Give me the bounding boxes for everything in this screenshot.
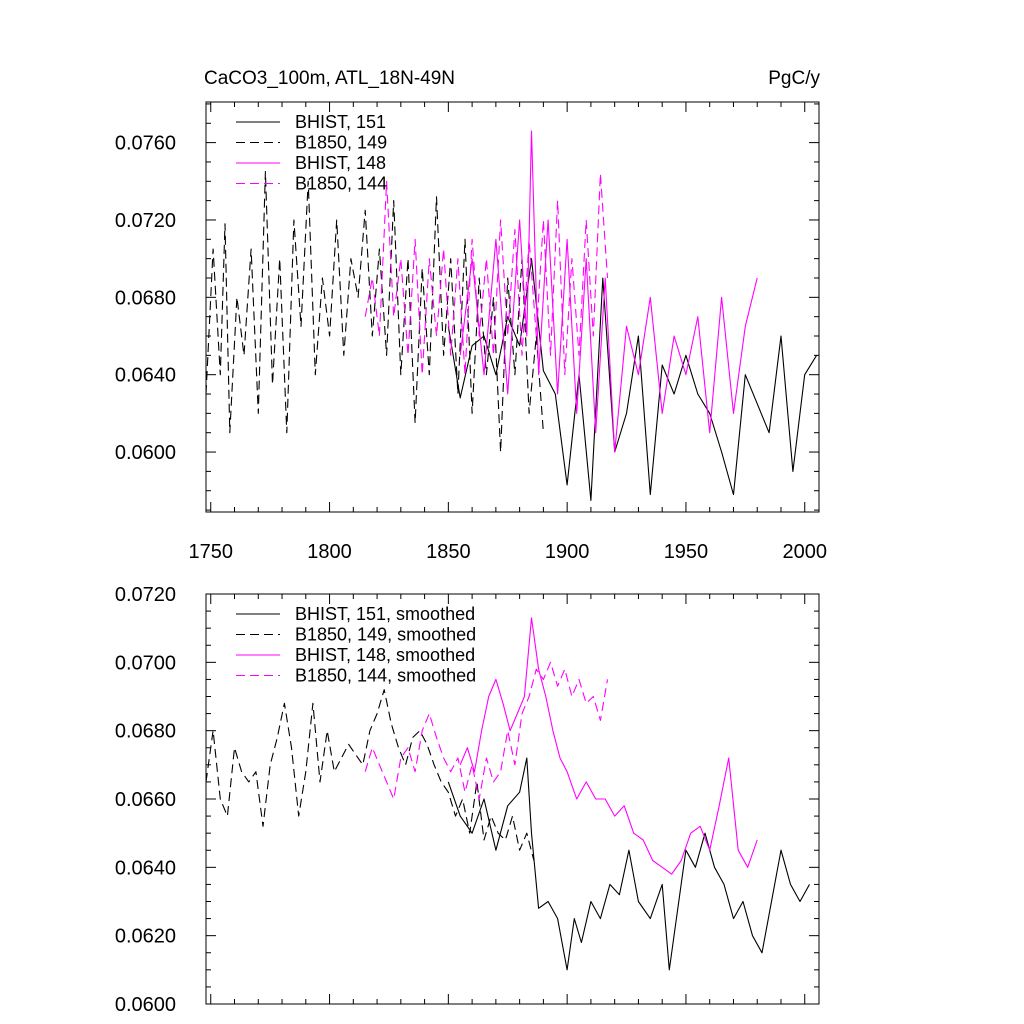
top-series-line-2 — [459, 130, 758, 453]
bottom-legend-label-1: B1850, 149, smoothed — [295, 625, 476, 645]
bottom-y-ticks — [206, 593, 819, 1005]
bottom-series-line-1 — [206, 689, 535, 861]
top-y-ticks — [206, 103, 819, 511]
bottom-y-tick-label: 0.0620 — [115, 926, 176, 948]
top-series-line-3 — [364, 173, 609, 376]
bottom-series-line-2 — [459, 617, 758, 875]
top-x-tick-label: 2000 — [782, 541, 827, 563]
bottom-chart: 0.0600 0.0620 0.0640 0.0660 0.0680 0.0700 0.07… — [115, 584, 820, 1016]
top-legend-label-1: B1850, 149 — [295, 133, 387, 153]
top-x-ticks — [210, 102, 806, 512]
top-chart-title: CaCO3_100m, ATL_18N-49N — [204, 68, 455, 89]
bottom-y-tick-label: 0.0600 — [115, 994, 176, 1016]
top-y-tick-label: 0.0640 — [115, 365, 176, 387]
top-y-tick-label: 0.0720 — [115, 210, 176, 232]
top-legend-label-0: BHIST, 151 — [295, 112, 386, 132]
top-x-tick-label: 1950 — [664, 541, 709, 563]
top-y-tick-label: 0.0600 — [115, 442, 176, 464]
top-y-tick-label: 0.0760 — [115, 133, 176, 155]
bottom-series-group — [206, 617, 810, 971]
top-y-tick-label: 0.0680 — [115, 287, 176, 309]
top-x-tick-label: 1850 — [426, 541, 471, 563]
bottom-legend-label-0: BHIST, 151, smoothed — [295, 604, 475, 624]
top-x-tick-label: 1900 — [545, 541, 590, 563]
bottom-legend-label-2: BHIST, 148, smoothed — [295, 645, 475, 665]
top-plot-frame — [205, 101, 820, 513]
top-x-tick-label: 1750 — [189, 541, 234, 563]
top-x-tick-label: 1800 — [307, 541, 352, 563]
top-series-line-1 — [206, 171, 544, 453]
bottom-x-ticks — [210, 594, 806, 1004]
top-chart-units: PgC/y — [768, 68, 820, 89]
bottom-y-tick-label: 0.0640 — [115, 857, 176, 879]
top-series-line-0 — [447, 258, 818, 501]
bottom-legend-label-3: B1850, 144, smoothed — [295, 666, 476, 686]
top-legend-label-3: B1850, 144 — [295, 174, 387, 194]
bottom-series-line-3 — [364, 661, 609, 800]
bottom-y-tick-label: 0.0680 — [115, 721, 176, 743]
top-legend-label-2: BHIST, 148 — [295, 153, 386, 173]
bottom-series-line-0 — [447, 757, 810, 971]
bottom-y-tick-label: 0.0660 — [115, 789, 176, 811]
bottom-y-tick-label: 0.0700 — [115, 652, 176, 674]
top-series-group — [206, 130, 818, 501]
top-chart: CaCO3_100m, ATL_18N-49N PgC/y 1750 1800 18… — [115, 68, 827, 563]
bottom-y-tick-label: 0.0720 — [115, 584, 176, 606]
